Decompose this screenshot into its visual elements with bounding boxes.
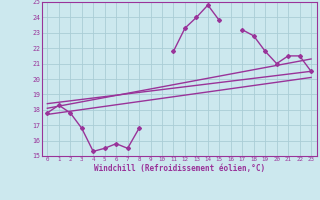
X-axis label: Windchill (Refroidissement éolien,°C): Windchill (Refroidissement éolien,°C) — [94, 164, 265, 173]
